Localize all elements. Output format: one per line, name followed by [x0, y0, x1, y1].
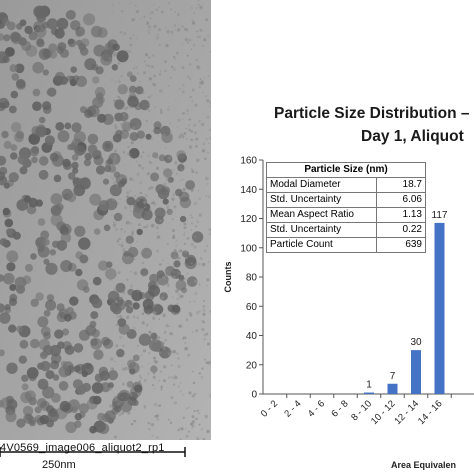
table-cell-label: Std. Uncertainty	[266, 222, 377, 238]
y-axis-label: Counts	[223, 262, 233, 293]
table-cell-value: 639	[376, 237, 426, 253]
bar-14-16	[434, 222, 445, 394]
tem-micrograph: 4V0569_image006_aliquot2_rp1 250nm	[0, 0, 211, 474]
particle-size-table: Particle Size (nm) Modal Diameter 18.7 St…	[266, 162, 426, 253]
table-row: Particle Count 639	[266, 237, 426, 253]
x-tick-label: 12 - 14	[392, 398, 421, 427]
y-tick-label: 40	[246, 331, 258, 342]
micrograph-caption: 4V0569_image006_aliquot2_rp1	[0, 442, 165, 454]
table-cell-label: Particle Count	[266, 237, 377, 253]
table-cell-label: Std. Uncertainty	[266, 192, 377, 208]
x-tick-label: 6 - 8	[329, 398, 350, 419]
chart-title-line-1: Particle Size Distribution –	[274, 105, 470, 122]
x-axis-label: Area Equivalen	[391, 460, 456, 470]
x-tick-label: 10 - 12	[369, 398, 398, 427]
table-cell-value: 1.13	[376, 207, 426, 223]
x-tick-label: 4 - 6	[306, 398, 327, 419]
table-row: Mean Aspect Ratio 1.13	[266, 207, 426, 223]
y-tick-label: 160	[240, 156, 257, 167]
table-cell-value: 0.22	[376, 222, 426, 238]
y-tick-label: 0	[251, 390, 257, 401]
scale-bar-label: 250nm	[42, 459, 76, 471]
table-row: Modal Diameter 18.7	[266, 177, 426, 193]
table-cell-value: 18.7	[376, 177, 426, 193]
chart-title-line-2: Day 1, Aliquot	[361, 128, 464, 145]
bar-10-12	[387, 383, 398, 394]
y-tick-label: 80	[246, 273, 258, 284]
x-tick-label: 2 - 4	[282, 398, 303, 419]
table-cell-label: Modal Diameter	[266, 177, 377, 193]
y-tick-label: 100	[240, 243, 257, 254]
bar-8-10	[364, 392, 374, 394]
micrograph-image	[0, 0, 211, 474]
table-row: Std. Uncertainty 0.22	[266, 222, 426, 238]
y-tick-label: 140	[240, 185, 257, 196]
table-cell-label: Mean Aspect Ratio	[266, 207, 377, 223]
particle-size-chart: Particle Size Distribution – Day 1, Aliq…	[211, 0, 474, 474]
data-label: 7	[390, 371, 396, 382]
bar-12-14	[411, 350, 421, 394]
table-header: Particle Size (nm)	[266, 162, 426, 178]
table-row: Std. Uncertainty 6.06	[266, 192, 426, 208]
data-label: 117	[432, 210, 448, 221]
data-label: 1	[366, 380, 372, 391]
y-tick-label: 60	[246, 302, 258, 313]
y-tick-label: 20	[246, 360, 258, 371]
table-cell-value: 6.06	[376, 192, 426, 208]
y-tick-label: 120	[240, 214, 257, 225]
x-tick-label: 0 - 2	[259, 398, 280, 419]
x-tick-label: 14 - 16	[416, 398, 445, 427]
data-label: 30	[410, 337, 422, 348]
